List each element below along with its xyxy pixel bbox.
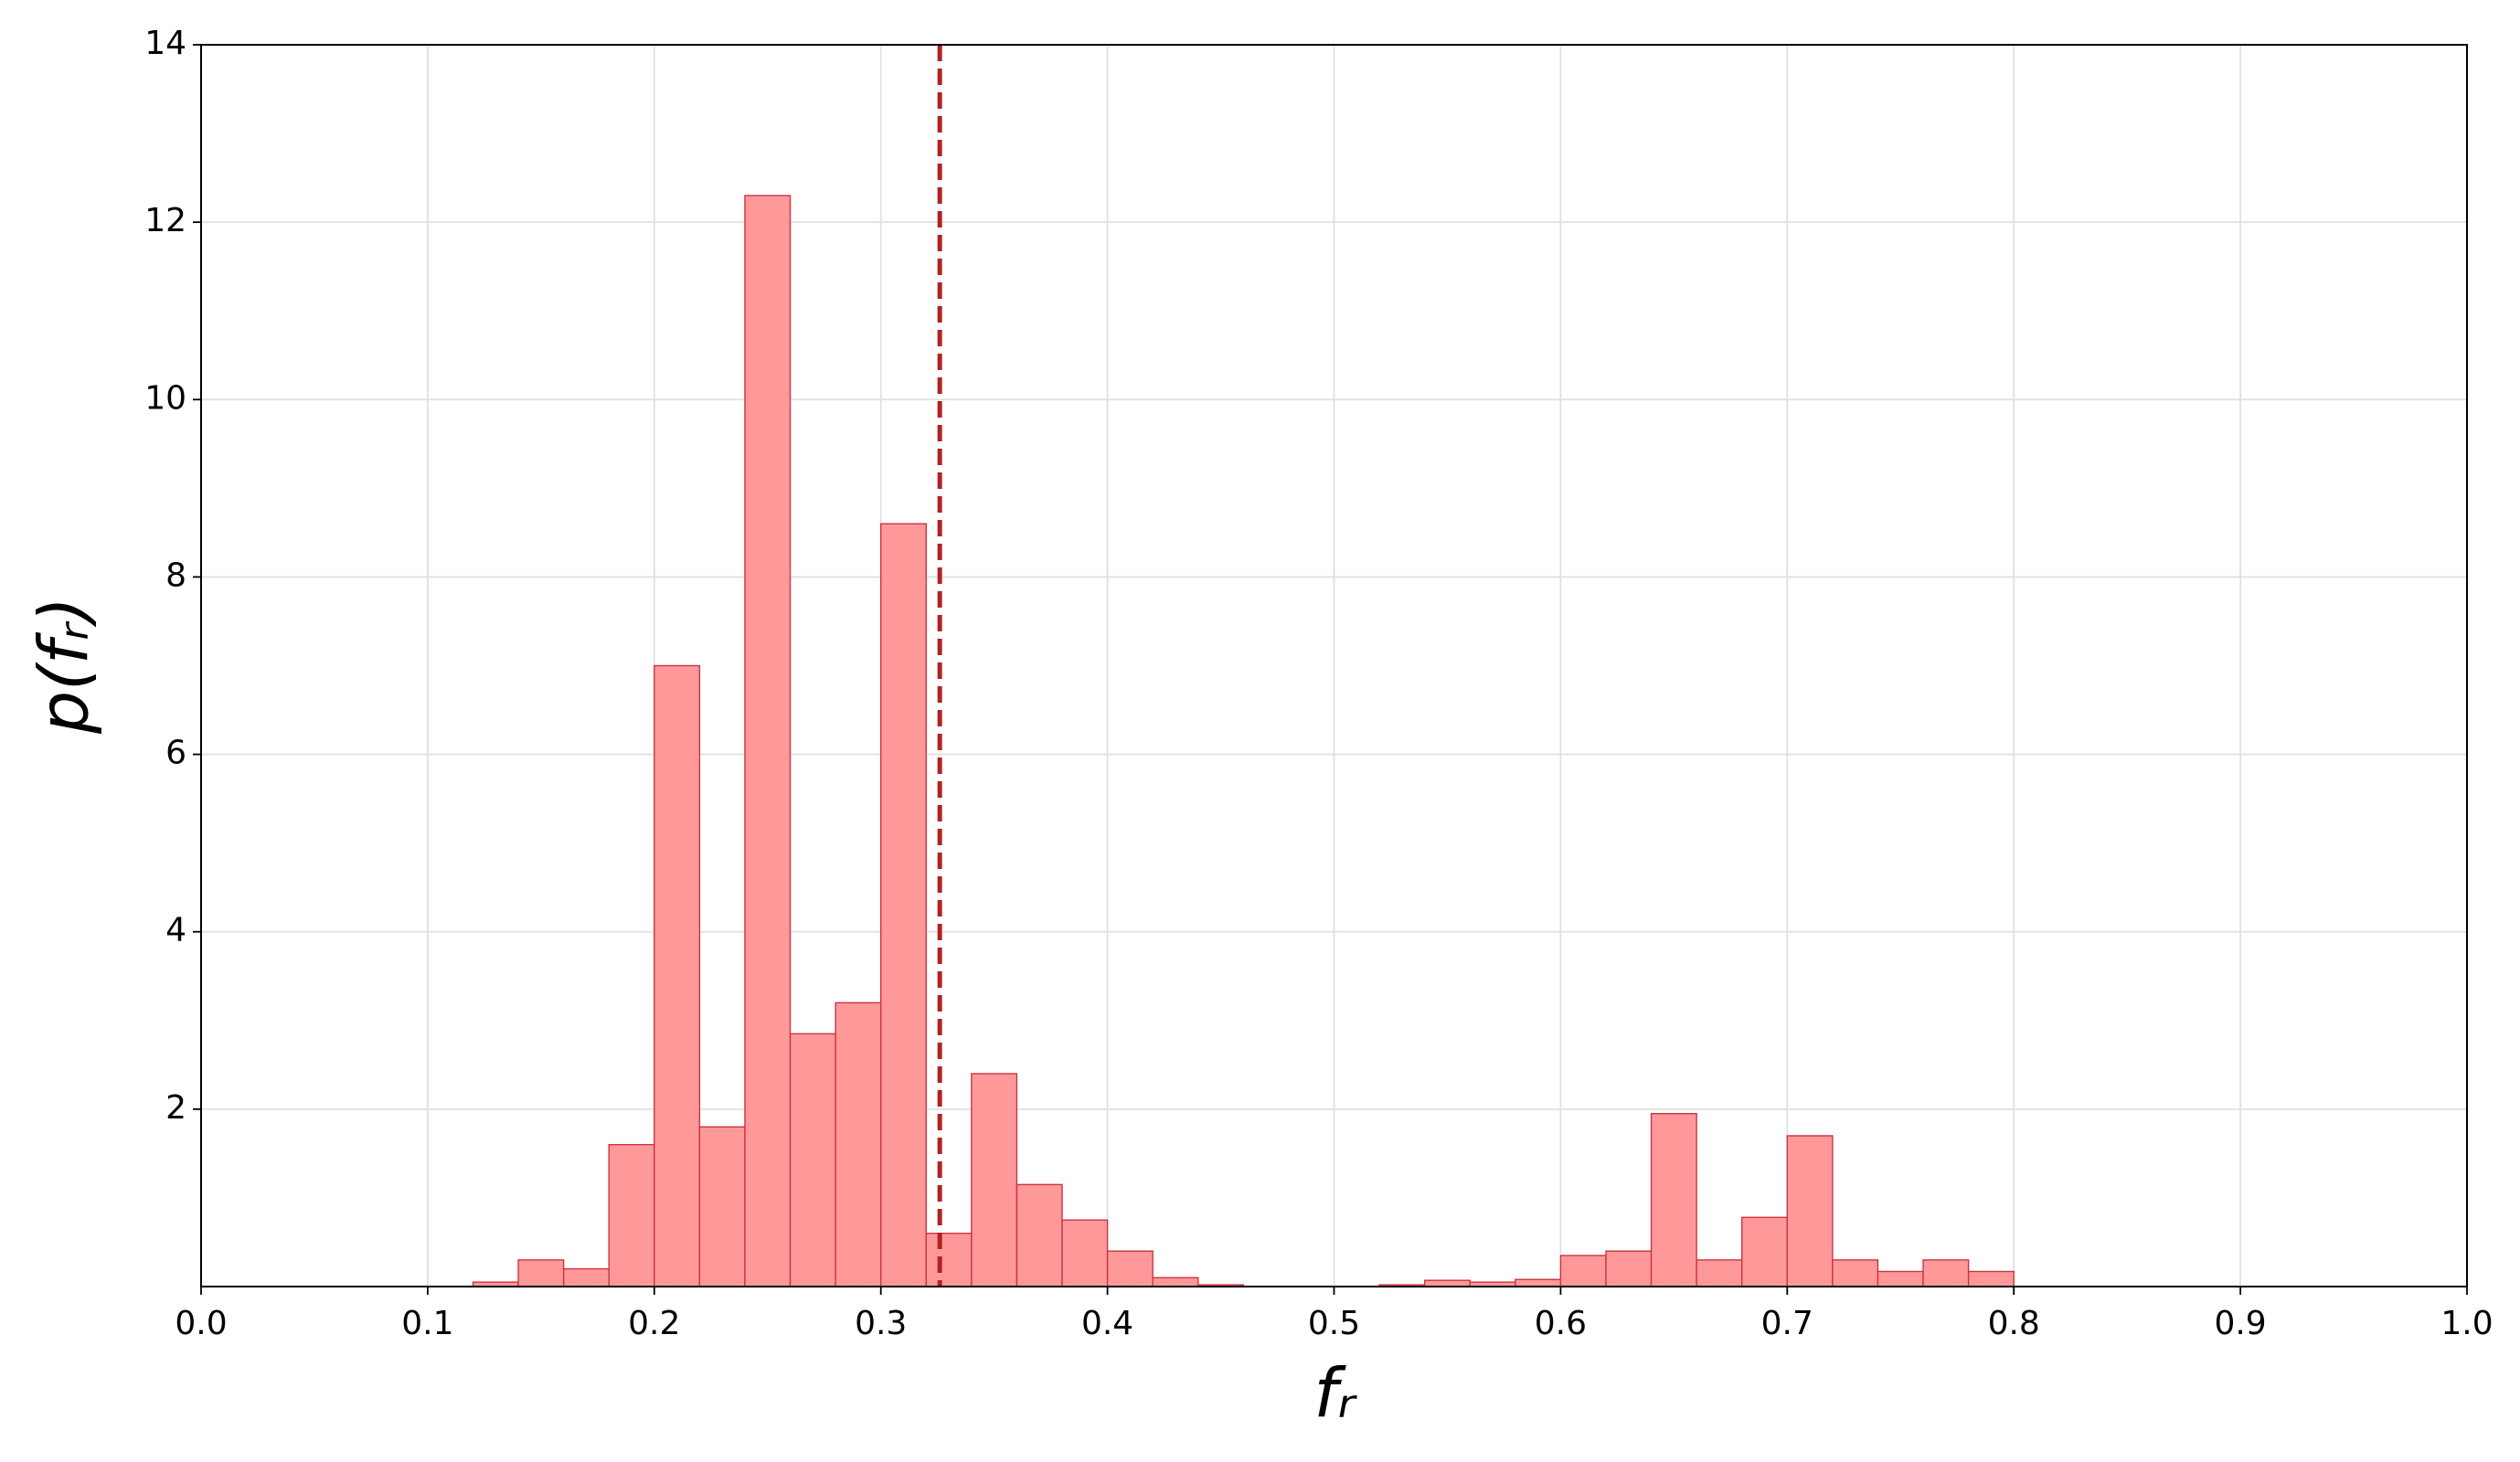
x-tick-label: 0.7 bbox=[1761, 1305, 1813, 1342]
bar bbox=[1877, 1270, 1924, 1287]
y-tick-label: 10 bbox=[144, 379, 186, 417]
plot-frame bbox=[200, 44, 2468, 1287]
bar bbox=[971, 1073, 1018, 1287]
bar bbox=[1605, 1250, 1653, 1287]
x-tick-label: 0.9 bbox=[2214, 1305, 2266, 1342]
x-tick-label: 1.0 bbox=[2440, 1305, 2493, 1342]
x-tick-label: 0.3 bbox=[855, 1305, 907, 1342]
bar bbox=[1650, 1113, 1697, 1287]
bar bbox=[1106, 1250, 1154, 1287]
y-tick-label: 4 bbox=[165, 912, 186, 949]
x-tick-label: 0.0 bbox=[175, 1305, 227, 1342]
bar bbox=[744, 195, 792, 1287]
bar bbox=[1061, 1219, 1109, 1287]
y-tick-label: 6 bbox=[165, 735, 186, 772]
x-tick-label: 0.8 bbox=[1988, 1305, 2040, 1342]
bar bbox=[1832, 1259, 1879, 1287]
y-tick-label: 2 bbox=[165, 1089, 186, 1127]
x-tick-label: 0.5 bbox=[1308, 1305, 1360, 1342]
bar bbox=[1967, 1270, 2015, 1287]
x-axis-label: fᵣ bbox=[1313, 1355, 1357, 1434]
bar bbox=[517, 1259, 565, 1287]
bar bbox=[1515, 1278, 1562, 1287]
y-tick-label: 12 bbox=[144, 202, 186, 239]
bar bbox=[1152, 1277, 1199, 1287]
bar bbox=[925, 1233, 973, 1287]
bar bbox=[608, 1143, 655, 1287]
x-tick-label: 0.2 bbox=[628, 1305, 680, 1342]
x-tick-label: 0.6 bbox=[1535, 1305, 1587, 1342]
bar bbox=[1696, 1259, 1743, 1287]
bar bbox=[698, 1126, 746, 1287]
bar bbox=[1559, 1255, 1607, 1287]
bar bbox=[835, 1001, 882, 1287]
bar bbox=[1786, 1135, 1834, 1287]
bar bbox=[1423, 1279, 1471, 1287]
bar bbox=[880, 523, 927, 1287]
y-axis-label: p(fᵣ) bbox=[26, 597, 104, 735]
bar bbox=[789, 1033, 836, 1287]
x-tick-label: 0.4 bbox=[1081, 1305, 1133, 1342]
y-tick-label: 8 bbox=[165, 556, 186, 594]
bar bbox=[1741, 1216, 1788, 1287]
x-tick-label: 0.1 bbox=[401, 1305, 453, 1342]
bar bbox=[1015, 1183, 1063, 1287]
bar bbox=[654, 664, 701, 1287]
bar bbox=[562, 1267, 610, 1287]
bar bbox=[1922, 1259, 1970, 1287]
y-tick-label: 14 bbox=[144, 25, 186, 62]
